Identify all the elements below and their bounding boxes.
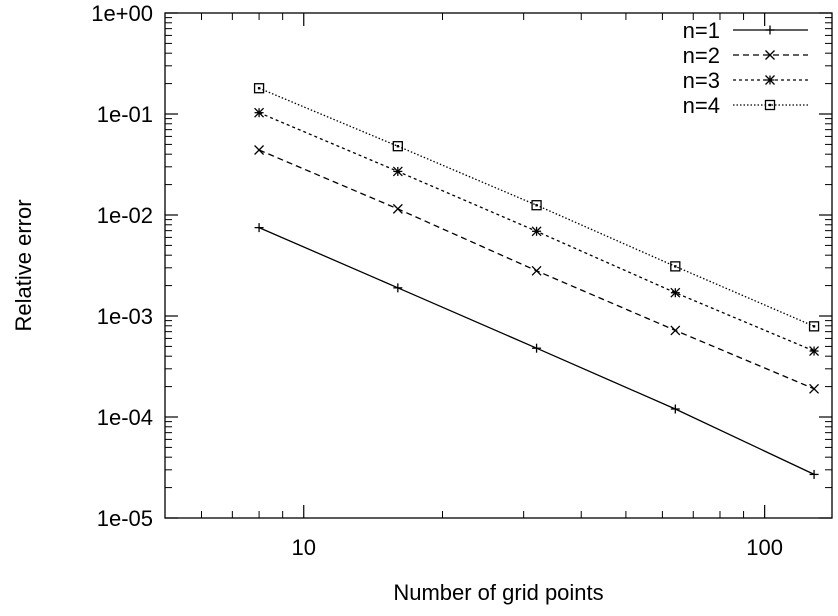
series-4 bbox=[253, 83, 820, 332]
data-point bbox=[531, 226, 542, 237]
legend-marker bbox=[764, 99, 776, 111]
x-axis: 10 100 bbox=[200, 13, 783, 560]
series-2 bbox=[254, 145, 820, 394]
legend-label: n=4 bbox=[683, 93, 720, 118]
data-point bbox=[532, 343, 542, 353]
y-tick-label: 1e-01 bbox=[97, 102, 153, 127]
data-point bbox=[809, 346, 820, 356]
data-point bbox=[670, 261, 681, 272]
data-point bbox=[253, 83, 265, 94]
data-point bbox=[670, 325, 681, 336]
legend-entry: n=4 bbox=[683, 93, 808, 118]
data-point bbox=[670, 287, 681, 298]
legend-label: n=3 bbox=[683, 68, 720, 93]
data-point bbox=[809, 469, 819, 479]
data-point bbox=[531, 265, 542, 276]
data-point bbox=[809, 383, 820, 394]
legend-label: n=2 bbox=[683, 43, 720, 68]
y-tick-label: 1e-05 bbox=[97, 506, 153, 531]
data-point bbox=[393, 283, 403, 293]
data-point bbox=[808, 321, 820, 332]
y-axis-title: Relative error bbox=[11, 199, 36, 331]
x-tick-label: 100 bbox=[746, 535, 783, 560]
legend-entry: n=2 bbox=[683, 43, 808, 68]
series-3 bbox=[254, 107, 820, 356]
y-tick-label: 1e-04 bbox=[97, 405, 153, 430]
data-point bbox=[670, 404, 680, 414]
series-line bbox=[258, 149, 815, 390]
data-point bbox=[254, 107, 265, 118]
legend-marker bbox=[765, 25, 775, 35]
data-point bbox=[392, 141, 403, 152]
y-tick-label: 1e-03 bbox=[97, 304, 153, 329]
legend: n=1n=2n=3n=4 bbox=[683, 18, 808, 118]
series-line bbox=[258, 87, 815, 327]
legend-entry: n=1 bbox=[683, 18, 808, 43]
x-axis-title: Number of grid points bbox=[393, 580, 603, 605]
y-tick-label: 1e-02 bbox=[97, 203, 153, 228]
data-point bbox=[392, 203, 403, 214]
data-point bbox=[254, 223, 264, 233]
series-1 bbox=[254, 223, 819, 479]
y-axis: 1e+00 1e-01 1e-02 1e-03 1e-04 1e-05 bbox=[91, 1, 832, 531]
legend-marker bbox=[765, 75, 775, 85]
legend-marker bbox=[765, 50, 775, 60]
data-point bbox=[392, 166, 403, 177]
legend-entry: n=3 bbox=[683, 68, 808, 93]
data-point bbox=[531, 200, 542, 211]
y-tick-label: 1e+00 bbox=[91, 1, 153, 26]
data-series bbox=[253, 83, 820, 479]
x-tick-label: 10 bbox=[292, 535, 316, 560]
plot-frame bbox=[164, 12, 833, 519]
data-point bbox=[254, 145, 265, 155]
plot-area bbox=[164, 12, 833, 519]
legend-label: n=1 bbox=[683, 18, 720, 43]
